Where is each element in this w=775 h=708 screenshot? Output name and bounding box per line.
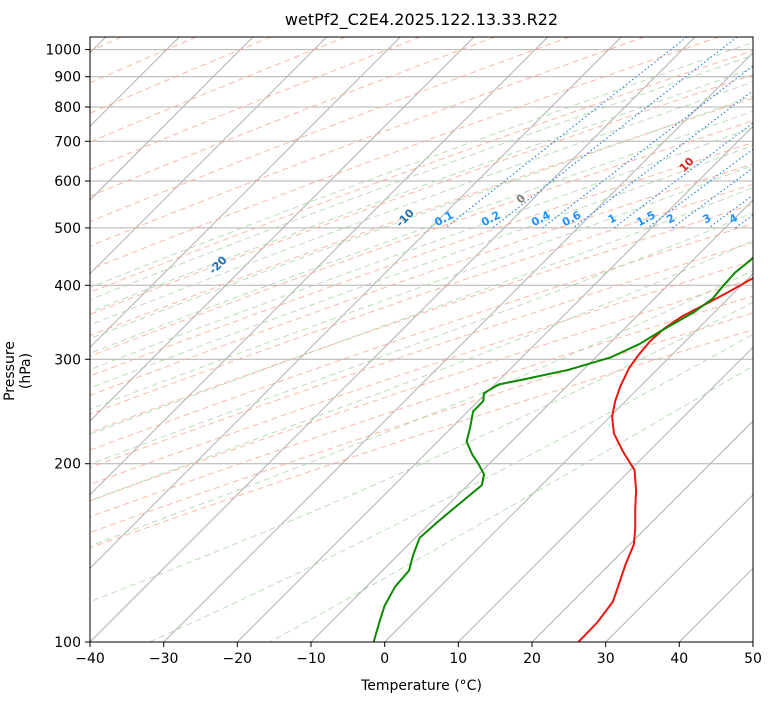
x-tick-label: 40 [670,651,688,667]
x-tick-label: 50 [744,651,762,667]
mixing-ratio-line [572,89,753,229]
dry-adiabat-line [90,74,753,315]
y-tick-label: 700 [54,134,81,150]
dry-adiabat-line [90,312,753,534]
dry-adiabat-line [90,223,753,451]
mixing-ratio-line [672,167,753,229]
x-tick-label: −10 [296,651,326,667]
y-tick-label: 600 [54,174,81,190]
dry-adiabat-line [90,37,421,171]
isotherm-line [531,420,753,642]
y-tick-label: 100 [54,635,81,651]
moist-adiabat-line [90,270,753,547]
dry-adiabat-line [90,120,753,357]
temperature-line [577,276,753,642]
dry-adiabat-line [90,260,753,485]
x-tick-label: −30 [149,651,179,667]
isotherm-line [457,346,753,642]
moist-adiabat-line [90,301,753,603]
mixing-ratio-label: 1 [606,211,619,226]
moist-adiabat-line [90,81,753,326]
isotherm-line [236,125,753,642]
y-tick-label: 400 [54,278,81,294]
y-tick-label: 300 [54,352,81,368]
dewpoint-line [372,256,753,642]
mixing-ratio-line [734,214,753,229]
x-tick-label: −20 [223,651,253,667]
moist-adiabat-line [90,239,753,502]
dry-adiabat-line [90,37,122,52]
x-tick-label: −40 [75,651,105,667]
x-axis-label: Temperature (°C) [361,678,482,694]
dry-adiabat-label: 0 [514,192,529,207]
moist-adiabat-line [90,67,753,313]
mixing-ratio-label: 3 [701,211,714,226]
dry-adiabat-label: -20 [206,253,229,276]
moist-adiabat-line [149,333,753,642]
isotherm-line [90,37,549,496]
mixing-ratio-line [542,65,753,229]
dry-adiabat-line [90,329,753,549]
mixing-ratio-label: 2 [664,211,677,226]
isotherm-line [384,272,753,642]
dry-adiabat-line [90,142,753,377]
sounding-series [372,256,753,642]
moist-adiabat-line [90,164,753,410]
plot-frame [89,36,754,643]
y-tick-label: 1000 [45,43,81,59]
isotherm-line [90,37,254,201]
isotherm-line [310,199,753,642]
dry-adiabat-line [90,278,753,502]
isotherm-line [605,493,753,642]
dry-adiabat-label: -10 [394,206,417,229]
isotherm-line [0,37,32,642]
isotherm-line [90,37,696,642]
dry-adiabat-line [90,50,753,293]
dry-adiabat-line [90,37,496,197]
dry-adiabat-line [90,183,753,415]
dry-adiabat-line [90,241,753,469]
dry-adiabat-line [90,37,645,247]
dry-adiabat-line [90,37,272,114]
mixing-ratio-label: 0.4 [529,208,553,229]
x-tick-label: 0 [380,651,389,667]
y-tick-label: 200 [54,457,81,473]
mixing-ratio-label: 0.1 [432,208,455,229]
dry-adiabat-line [90,203,753,433]
isotherm-line [90,37,401,349]
isotherm-line [752,641,753,642]
mixing-ratio-label: 6 [766,211,775,226]
moist-adiabat-line [90,126,753,371]
y-tick-label: 900 [54,70,81,86]
x-tick-label: 10 [449,651,467,667]
isotherm-line [678,567,753,642]
moist-adiabat-line [90,212,753,465]
y-tick-label: 800 [54,100,81,116]
dry-adiabat-line [90,37,720,271]
dry-adiabat-line [90,97,753,337]
dry-adiabat-line [90,163,753,396]
x-tick-label: 20 [523,651,541,667]
dry-adiabat-line [90,295,753,518]
moist-adiabat-line [90,54,753,301]
dry-adiabat-line [90,37,570,223]
moist-adiabat-line [90,187,753,435]
isotherm-line [90,37,328,275]
moist-adiabat-line [90,95,753,340]
isotherm-line [90,37,475,422]
chart-title: wetPf2_C2E4.2025.122.13.33.R22 [284,10,559,29]
moist-adiabat-line [90,144,753,389]
dry-adiabat-line [0,37,47,642]
x-tick-label: 30 [597,651,615,667]
axis-ticks: −40 −30 −20 −10 0 10 20 30 40 5010020030040050060… [45,43,762,667]
isotherm-line [163,51,753,642]
dry-adiabat-label: 10 [677,155,697,175]
moist-adiabat-line [90,110,753,354]
background-lines [0,37,753,642]
mixing-ratio-line [492,37,738,229]
y-tick-label: 500 [54,221,81,237]
dry-adiabat-line [90,37,346,143]
isotherm-line [90,37,622,570]
